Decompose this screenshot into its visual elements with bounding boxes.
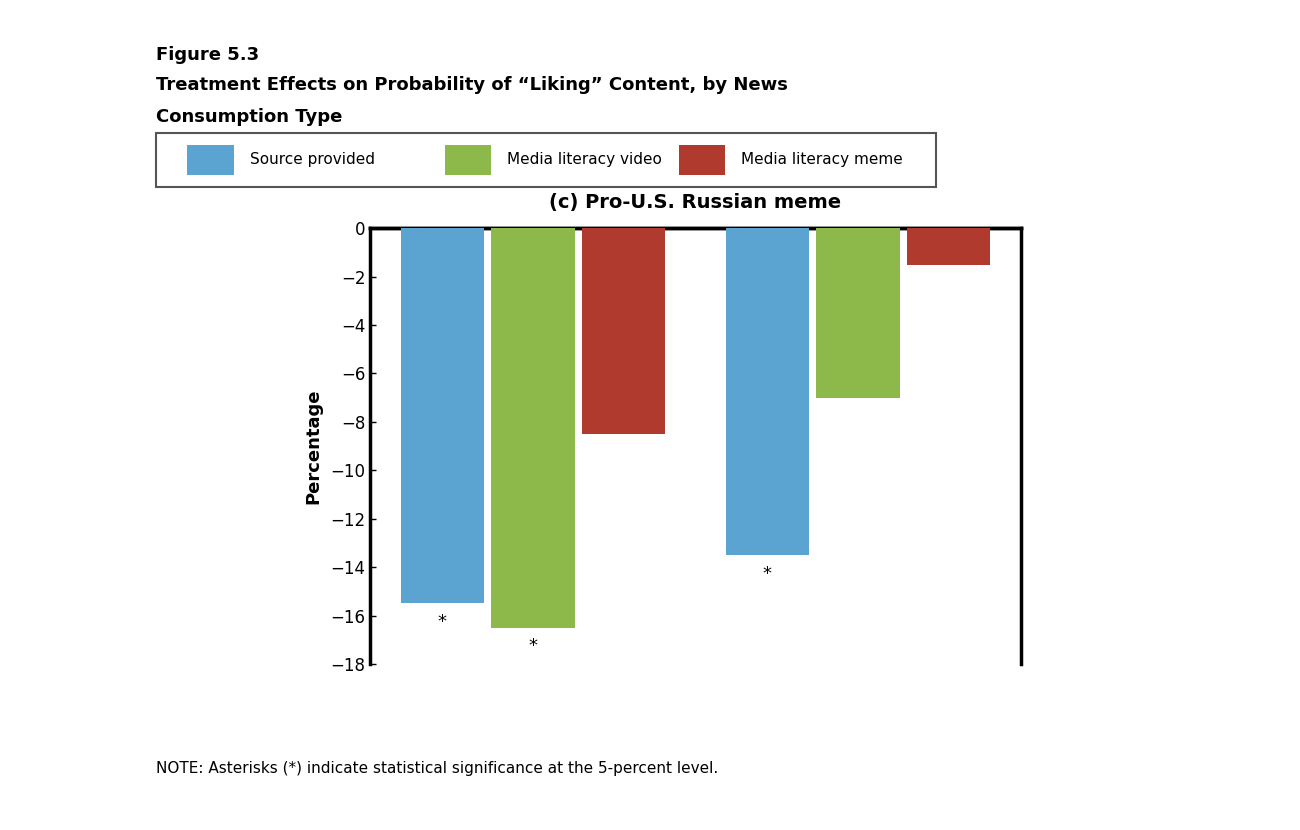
Bar [725, 228, 809, 555]
Text: *: * [529, 637, 537, 656]
Text: Figure 5.3: Figure 5.3 [156, 46, 259, 64]
Y-axis label: Percentage: Percentage [304, 388, 322, 504]
Bar [445, 145, 491, 175]
Text: Treatment Effects on Probability of “Liking” Content, by News: Treatment Effects on Probability of “Lik… [156, 76, 788, 95]
Bar [400, 228, 484, 603]
Bar [816, 228, 900, 398]
Text: *: * [763, 564, 772, 583]
Text: Consumption Type: Consumption Type [156, 108, 342, 126]
Text: Media literacy video: Media literacy video [507, 152, 662, 168]
Text: *: * [438, 613, 447, 631]
Text: (c) Pro-U.S. Russian meme: (c) Pro-U.S. Russian meme [550, 193, 841, 212]
Bar [679, 145, 725, 175]
FancyBboxPatch shape [156, 133, 936, 187]
Text: NOTE: Asterisks (*) indicate statistical significance at the 5-percent level.: NOTE: Asterisks (*) indicate statistical… [156, 761, 718, 776]
Bar [907, 228, 991, 265]
Text: Source provided: Source provided [250, 152, 374, 168]
Bar [187, 145, 234, 175]
Text: Media literacy meme: Media literacy meme [741, 152, 902, 168]
Bar [581, 228, 666, 434]
Bar [491, 228, 575, 627]
